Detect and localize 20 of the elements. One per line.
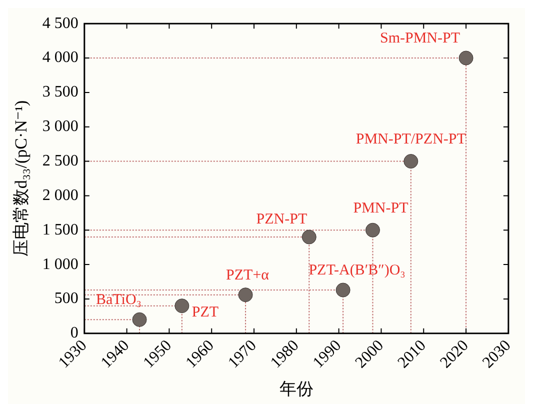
y-tick-label: 500	[54, 290, 78, 308]
y-tick-label: 1 500	[42, 221, 78, 238]
y-tick-label: 3 000	[42, 118, 78, 136]
annotation: PZT+α	[226, 267, 270, 284]
y-tick-label: 2 000	[42, 186, 78, 204]
annotation: BaTiO₃	[96, 292, 142, 308]
y-tick-label: 0	[70, 324, 78, 342]
y-tick-label: 4 000	[42, 49, 78, 66]
y-tick-label: 3 500	[42, 84, 78, 101]
annotation: PZT-A(B′B″)O₃	[308, 262, 406, 278]
annotation: PZN-PT	[256, 211, 308, 228]
x-axis-title: 年份	[279, 379, 314, 398]
annotation: PMN-PT/PZN-PT	[356, 132, 466, 148]
annotation: PMN-PT	[353, 200, 408, 217]
y-tick-label: 1 000	[42, 256, 78, 273]
y-axis-title: 压电常数d₃₃/(pC·N⁻¹)	[12, 100, 31, 257]
y-tick-label: 2 500	[42, 152, 78, 170]
annotation: Sm-PMN-PT	[380, 30, 460, 46]
annotation: PZT	[192, 304, 219, 320]
y-tick-label: 4 500	[42, 14, 78, 32]
